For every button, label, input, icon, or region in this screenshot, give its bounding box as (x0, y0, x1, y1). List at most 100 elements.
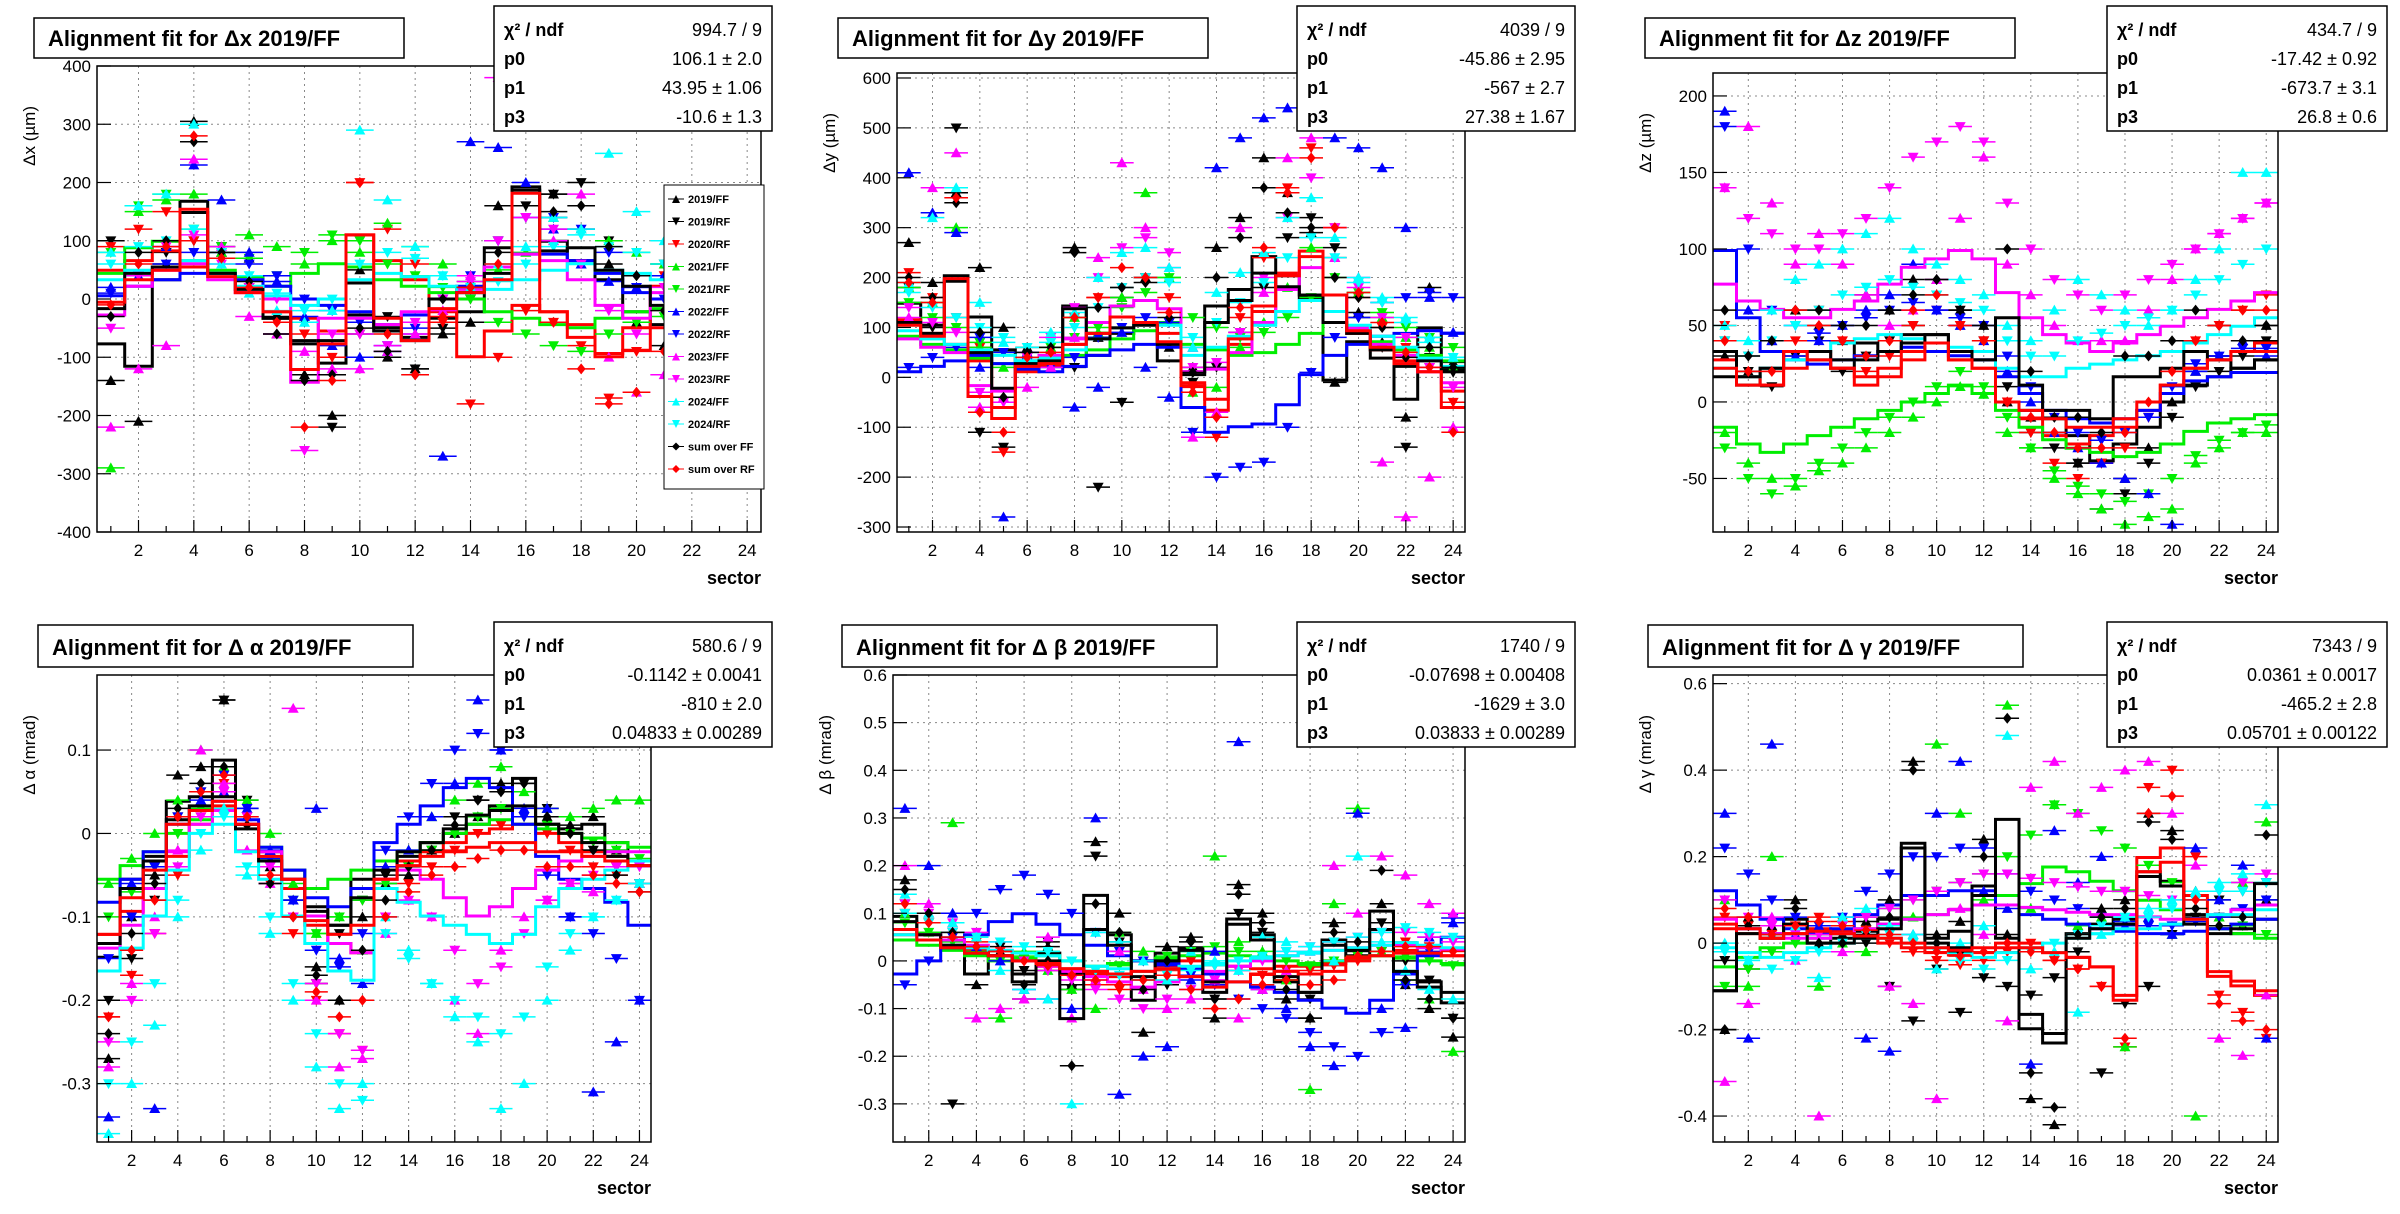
data-point (541, 895, 553, 906)
legend-frame (663, 184, 765, 490)
data-point (150, 894, 160, 906)
x-tick-label: 2 (134, 541, 143, 560)
y-tick-label: 0 (1698, 934, 1707, 953)
data-point (426, 979, 438, 990)
data-point (126, 877, 138, 888)
x-tick-label: 20 (627, 541, 646, 560)
data-point (565, 861, 575, 873)
data-point (133, 363, 144, 374)
data-point (382, 248, 393, 258)
data-point (1376, 308, 1388, 318)
data-point (287, 929, 299, 940)
fit-step-line (1713, 249, 2278, 353)
data-point (1813, 972, 1825, 983)
data-point (2143, 783, 2155, 793)
data-point (1304, 1084, 1316, 1094)
data-point (299, 258, 310, 269)
x-tick-label: 4 (975, 541, 984, 560)
data-point (1092, 381, 1104, 392)
x-tick-label: 4 (1791, 1151, 1800, 1170)
data-point (1329, 132, 1341, 143)
data-point (1234, 888, 1243, 900)
data-point (2143, 921, 2155, 932)
data-point (1019, 979, 1029, 991)
data-point (326, 422, 338, 433)
data-point (950, 313, 962, 323)
data-point (2025, 781, 2037, 792)
data-point (1884, 894, 1896, 905)
data-point (1211, 242, 1222, 253)
data-point (188, 248, 200, 258)
data-point (326, 363, 338, 374)
data-point (1256, 1004, 1268, 1015)
data-point (1161, 1041, 1173, 1052)
x-tick-label: 12 (406, 541, 425, 560)
data-point (1954, 313, 1966, 324)
data-point (2119, 321, 2131, 331)
data-point (923, 956, 935, 967)
data-point (564, 944, 576, 955)
y-axis-title: Δ β (mrad) (816, 715, 835, 795)
data-point (2001, 1015, 2013, 1026)
data-point (548, 224, 559, 235)
data-point (541, 962, 553, 973)
data-point (172, 895, 184, 906)
data-point (900, 898, 910, 910)
data-point (495, 804, 507, 814)
data-point (1954, 298, 1966, 308)
data-point (1164, 306, 1174, 318)
legend-marker (672, 307, 680, 316)
data-point (518, 802, 530, 813)
data-point (1188, 386, 1198, 398)
data-point (1719, 895, 1731, 906)
data-point (1884, 319, 1896, 330)
data-point (2119, 304, 2131, 315)
data-point (2095, 435, 2107, 446)
data-point (2072, 488, 2084, 499)
data-point (575, 341, 587, 352)
data-point (1424, 993, 1434, 1005)
data-point (1955, 319, 1965, 331)
data-point (1742, 998, 1754, 1009)
data-point (2049, 1101, 2059, 1113)
data-point (1836, 911, 1848, 922)
data-point (1954, 878, 1966, 889)
data-point (358, 994, 367, 1006)
y-tick-label: 50 (1688, 316, 1707, 335)
x-tick-label: 20 (2163, 541, 2182, 560)
data-point (1838, 937, 1847, 949)
data-point (2120, 1032, 2130, 1044)
data-point (495, 1103, 507, 1114)
data-point (2048, 443, 2060, 454)
x-tick-label: 2 (1744, 1151, 1753, 1170)
data-point (2237, 886, 2249, 897)
data-point (1282, 313, 1293, 323)
chart-title: Alignment fit for Δx 2019/FF (48, 26, 340, 51)
data-point (519, 777, 529, 789)
data-point (243, 246, 255, 257)
data-point (1954, 807, 1966, 818)
data-point (449, 1011, 461, 1022)
data-point (1212, 411, 1221, 423)
data-point (1043, 960, 1053, 972)
data-point (126, 1078, 138, 1089)
data-point (1860, 428, 1872, 439)
data-point (899, 802, 911, 813)
data-point (927, 352, 938, 363)
stats-frame (2106, 5, 2388, 132)
data-point (564, 811, 576, 822)
data-point (403, 954, 415, 965)
data-point (2095, 921, 2107, 932)
legend-label: 2022/RF (688, 329, 730, 341)
x-tick-label: 22 (682, 541, 701, 560)
data-point (2119, 999, 2131, 1010)
data-point (2167, 365, 2177, 377)
data-point (2143, 903, 2155, 913)
data-point (495, 777, 507, 788)
data-point (950, 227, 962, 238)
x-tick-label: 10 (1110, 1151, 1129, 1170)
data-point (2095, 335, 2107, 346)
stats-value: 7343 / 9 (2312, 636, 2377, 656)
